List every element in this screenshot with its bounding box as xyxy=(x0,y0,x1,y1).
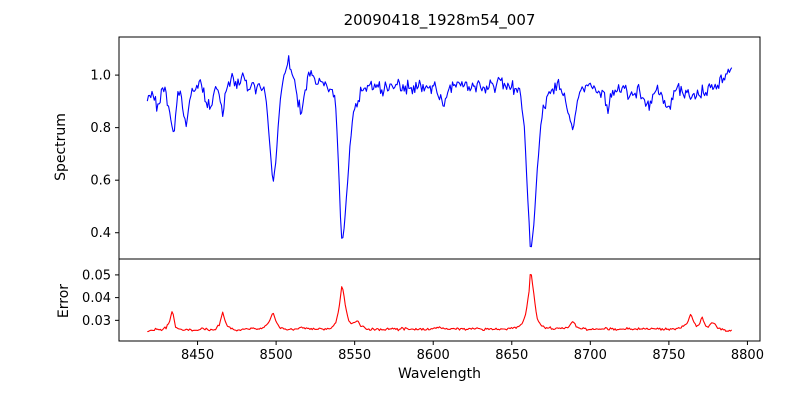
y-tick-label: 1.0 xyxy=(90,69,111,84)
x-tick-label: 8650 xyxy=(495,348,528,363)
series-layer xyxy=(146,55,733,333)
x-tick-label: 8800 xyxy=(731,348,764,363)
x-tick-label: 8450 xyxy=(181,348,214,363)
y-tick-label: 0.04 xyxy=(82,291,111,306)
x-tick-label: 8700 xyxy=(574,348,607,363)
x-tick-label: 8600 xyxy=(417,348,450,363)
y-tick-label: 0.8 xyxy=(90,121,111,136)
y-tick-label: 0.4 xyxy=(90,226,111,241)
x-tick-label: 8550 xyxy=(338,348,371,363)
y-tick-label: 0.05 xyxy=(82,268,111,283)
axes-layer: 0.4 0.6 0.8 1.0 0.03 0.04 0.05 8450 8500 8550 8600… xyxy=(82,36,764,363)
x-tick-label: 8500 xyxy=(260,348,293,363)
error-panel-line xyxy=(147,273,733,333)
spectrum-panel-line xyxy=(146,55,733,248)
error-panel-frame xyxy=(118,258,761,342)
x-axis-label: Wavelength xyxy=(397,366,482,382)
y-tick-label: 0.03 xyxy=(82,314,111,329)
chart-title: 20090418_1928m54_007 xyxy=(343,11,536,29)
y-axis-label-spectrum: Spectrum xyxy=(53,113,69,181)
x-tick-label: 8750 xyxy=(652,348,685,363)
y-axis-label-error: Error xyxy=(56,283,72,319)
y-tick-label: 0.6 xyxy=(90,174,111,189)
spectrum-panel-frame xyxy=(118,36,761,260)
